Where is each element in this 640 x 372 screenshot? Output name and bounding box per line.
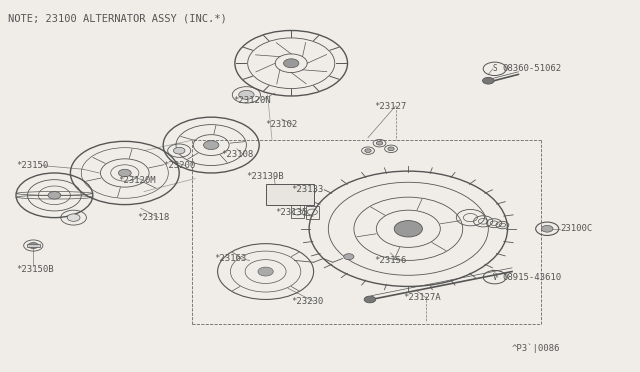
Text: *23127: *23127	[374, 102, 406, 110]
Circle shape	[284, 59, 299, 68]
Text: *23156: *23156	[374, 256, 406, 265]
Circle shape	[173, 147, 185, 154]
Bar	[266, 184, 314, 205]
Circle shape	[344, 254, 354, 260]
Text: *23108: *23108	[221, 150, 253, 159]
Circle shape	[376, 141, 383, 145]
Text: *23135: *23135	[275, 208, 307, 217]
Text: *23120M: *23120M	[118, 176, 156, 185]
Text: 23100C: 23100C	[560, 224, 592, 233]
Text: *23200: *23200	[163, 161, 195, 170]
Text: *23230: *23230	[291, 297, 323, 306]
Text: *23120N: *23120N	[234, 96, 271, 105]
Bar	[27, 244, 40, 247]
Text: S: S	[492, 64, 497, 73]
Circle shape	[239, 90, 254, 99]
Text: *23163: *23163	[214, 254, 246, 263]
Circle shape	[364, 296, 376, 303]
Text: *23118: *23118	[138, 213, 170, 222]
Text: *23127A: *23127A	[403, 293, 441, 302]
Text: ^P3`|0086: ^P3`|0086	[512, 343, 561, 353]
Circle shape	[388, 147, 394, 151]
Circle shape	[67, 214, 80, 221]
Circle shape	[541, 225, 553, 232]
Text: NOTE; 23100 ALTERNATOR ASSY (INC.*): NOTE; 23100 ALTERNATOR ASSY (INC.*)	[8, 13, 227, 23]
Circle shape	[118, 169, 131, 177]
Bar	[306, 206, 319, 219]
Text: 08915-43610: 08915-43610	[502, 273, 561, 282]
Circle shape	[394, 221, 422, 237]
Circle shape	[28, 243, 38, 248]
Text: *23139B: *23139B	[246, 172, 284, 181]
Circle shape	[48, 192, 61, 199]
Circle shape	[204, 141, 219, 150]
Text: *23102: *23102	[266, 120, 298, 129]
Text: V: V	[492, 273, 497, 282]
Text: 08360-51062: 08360-51062	[502, 64, 561, 73]
Circle shape	[258, 267, 273, 276]
Text: *23150: *23150	[16, 161, 48, 170]
Circle shape	[483, 77, 494, 84]
Circle shape	[365, 149, 371, 153]
Bar	[291, 205, 304, 218]
Text: *23150B: *23150B	[16, 265, 54, 274]
Text: *23133: *23133	[291, 185, 323, 194]
